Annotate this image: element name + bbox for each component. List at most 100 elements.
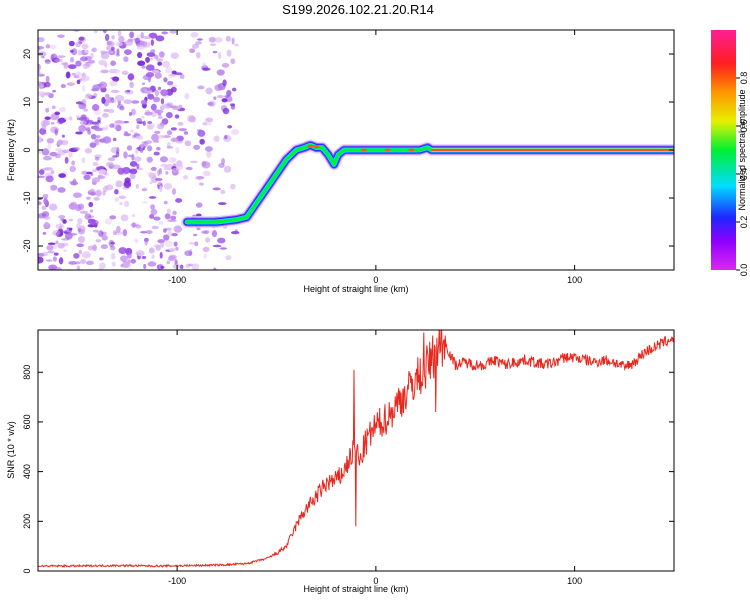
noise-blob [83, 108, 88, 112]
noise-blob [191, 43, 200, 49]
noise-blob [54, 128, 59, 136]
noise-blob [140, 31, 144, 39]
noise-blob [104, 124, 109, 131]
noise-blob [166, 88, 174, 96]
noise-blob [90, 133, 97, 140]
noise-blob [46, 138, 55, 144]
colorbar-tick-label: 0.0 [739, 264, 749, 277]
noise-blob [49, 44, 57, 50]
noise-blob [137, 52, 143, 59]
noise-blob [110, 60, 116, 66]
noise-blob [91, 88, 99, 92]
noise-blob [202, 246, 210, 253]
noise-blob [157, 61, 162, 66]
noise-blob [166, 146, 174, 149]
noise-blob [222, 107, 230, 115]
noise-blob [135, 135, 144, 140]
snr-xlabel: Height of straight line (km) [303, 584, 408, 594]
noise-blob [69, 56, 75, 63]
noise-blob [70, 180, 78, 186]
noise-blob [153, 216, 161, 221]
noise-blob [149, 57, 154, 61]
ridge-layer-4 [185, 143, 674, 224]
noise-blob [155, 35, 165, 42]
noise-blob [147, 93, 155, 100]
noise-blob [156, 58, 164, 62]
noise-blob [94, 139, 100, 146]
noise-blob [78, 102, 87, 110]
noise-blob [80, 258, 87, 265]
noise-blob [91, 47, 97, 53]
noise-blob [231, 128, 240, 136]
noise-blob [64, 156, 69, 164]
noise-blob [101, 234, 108, 241]
noise-blob [53, 252, 59, 256]
noise-blob [115, 53, 121, 57]
noise-blob [55, 223, 65, 230]
colorbar-label: Normalized spectral amplitude [737, 89, 747, 210]
noise-blob [214, 84, 223, 92]
spectrogram-ytick-label: -10 [22, 191, 32, 204]
noise-blob [225, 35, 231, 42]
noise-blob [144, 238, 148, 246]
noise-blob [169, 157, 176, 163]
noise-blob [157, 115, 163, 119]
noise-blob [77, 49, 82, 56]
spectrogram-ytick-label: 10 [22, 97, 32, 107]
noise-blob [208, 36, 216, 43]
noise-blob [78, 36, 85, 41]
noise-blob [152, 96, 161, 103]
noise-blob [173, 225, 183, 233]
noise-blob [95, 135, 101, 139]
noise-blob [38, 201, 42, 206]
noise-blob [144, 88, 153, 94]
noise-blob [195, 213, 202, 217]
noise-blob [45, 61, 51, 65]
noise-blob [137, 60, 146, 66]
noise-blob [60, 139, 69, 146]
noise-blob [146, 122, 155, 128]
noise-blob [151, 225, 159, 230]
noise-blob [58, 257, 64, 265]
noise-blob [129, 161, 138, 167]
noise-blob [124, 40, 134, 46]
noise-blob [107, 108, 115, 114]
noise-blob [189, 160, 198, 164]
noise-blob [90, 52, 94, 59]
noise-blob [135, 148, 139, 155]
snr-ylabel: SNR (10 * v/v) [6, 421, 16, 479]
noise-blob [126, 145, 133, 151]
noise-blob [47, 250, 55, 254]
noise-blob [98, 257, 104, 261]
noise-blob [78, 227, 82, 233]
snr-xtick-label: 100 [567, 576, 582, 586]
noise-blob [151, 69, 160, 74]
noise-blob [109, 215, 117, 220]
noise-blob [109, 123, 115, 128]
noise-blob [148, 32, 158, 39]
noise-blob [81, 75, 90, 82]
noise-blob [115, 42, 123, 47]
noise-blob [147, 145, 153, 152]
noise-blob [205, 87, 213, 95]
snr-frame [37, 329, 675, 572]
noise-blob [100, 69, 109, 74]
noise-blob [136, 124, 140, 130]
noise-blob [212, 244, 222, 248]
noise-blob [91, 177, 101, 183]
noise-blob [91, 103, 100, 111]
noise-blob [166, 80, 174, 86]
noise-blob [73, 253, 80, 259]
noise-blob [189, 248, 193, 257]
noise-blob [50, 184, 58, 191]
noise-blob [41, 148, 50, 156]
noise-blob [47, 242, 56, 245]
noise-blob [126, 89, 131, 93]
noise-blob [163, 200, 168, 205]
noise-blob [154, 130, 161, 134]
noise-blob [151, 133, 160, 142]
noise-blob [63, 249, 67, 252]
noise-blob [217, 202, 227, 206]
ridge-peak [360, 148, 367, 152]
noise-blob [112, 146, 118, 152]
